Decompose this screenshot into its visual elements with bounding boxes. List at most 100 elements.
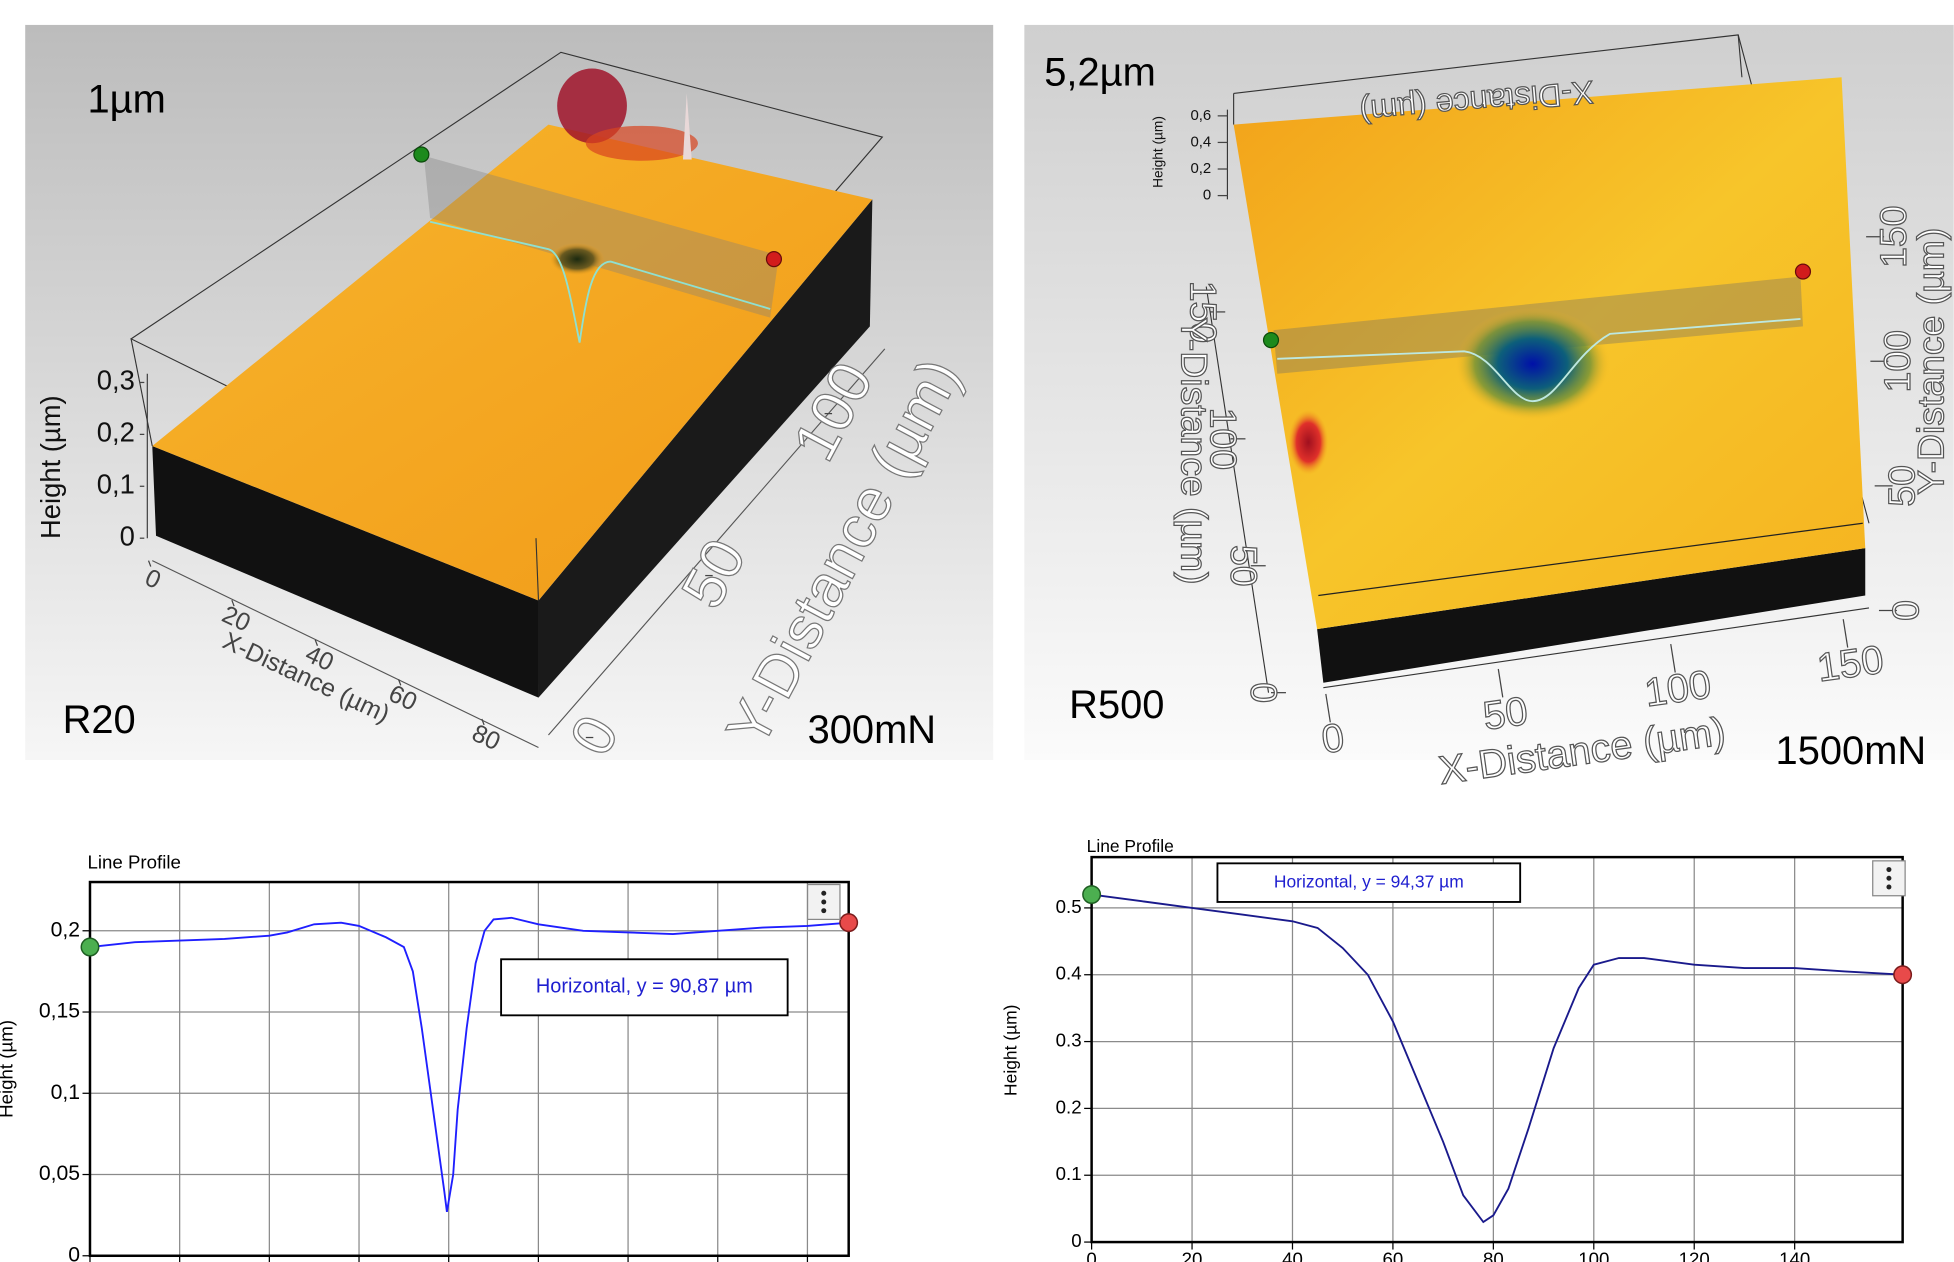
y-tick-label: 0 (1243, 682, 1285, 703)
axis-label: Y-Distance (µm) (1910, 228, 1952, 495)
axis-label: Y-Distance (µm) (1173, 317, 1215, 584)
y-tick-label: 0 (1885, 600, 1927, 621)
y-tick-label: 100 (1876, 330, 1918, 392)
y-tick-label: 50 (1223, 545, 1265, 587)
profile-end (1794, 263, 1812, 280)
z-tick-label: 0,2 (97, 417, 135, 448)
menu-dot (1886, 867, 1892, 873)
x-tick-label: 0 (1086, 1249, 1096, 1262)
pile-up (585, 125, 698, 161)
tick-mark (1842, 619, 1849, 648)
y-tick-label: 150 (1872, 206, 1914, 268)
indent (1455, 307, 1610, 420)
menu-dot (1886, 875, 1892, 881)
x-tick-label: 150 (1814, 638, 1886, 691)
x-axis (1323, 607, 1870, 689)
profile-start (413, 146, 430, 163)
profile-end (1893, 965, 1913, 985)
y-tick-label: 0.3 (1056, 1030, 1082, 1051)
x-tick-label: 120 (1679, 1249, 1710, 1262)
y-axis-label: Height (µm) (0, 1020, 17, 1118)
box-edge (1737, 34, 1743, 78)
box-edge (1318, 522, 1863, 597)
spike (682, 93, 692, 160)
profile-line (89, 916, 849, 1213)
x-tick-label: 100 (1578, 1249, 1609, 1262)
profile-end (839, 913, 859, 933)
y-tick-label: 0,1 (51, 1081, 80, 1104)
y-tick-label: 0.1 (1056, 1163, 1082, 1184)
plot-frame (1090, 855, 1904, 1244)
y-axis (1205, 286, 1270, 693)
z-tick-label: 0,2 (1190, 160, 1211, 177)
plot-frame (88, 880, 850, 1258)
section-line (1277, 317, 1801, 403)
x-tick-label: 100 (1642, 663, 1714, 716)
tick-mark (1497, 668, 1504, 698)
menu-dot (821, 899, 827, 905)
menu-dot (1886, 884, 1892, 890)
indent (549, 242, 605, 276)
tick-mark (314, 639, 319, 646)
tick-mark (231, 599, 235, 607)
y-axis-label: Height (µm) (1000, 1004, 1020, 1095)
menu-dot (821, 908, 827, 914)
y-tick-label: 0 (68, 1243, 80, 1262)
y-tick-label: 50 (1880, 465, 1922, 507)
annotation-box (1216, 862, 1522, 903)
surface-panel-right (1024, 24, 1954, 760)
annotation: 1500mN (1776, 729, 1927, 773)
menu-dot (821, 890, 827, 896)
profile-start (1082, 885, 1102, 905)
tick-mark (481, 718, 485, 726)
plot-area (1091, 857, 1903, 1243)
annotation: 1µm (87, 78, 165, 122)
menu-button[interactable] (806, 883, 841, 921)
y-tick-label: 100 (1203, 408, 1245, 470)
annotation: 300mN (808, 708, 937, 752)
y-tick-label: 0,15 (39, 1000, 80, 1023)
box-edge (130, 338, 153, 447)
z-tick-label: 0,3 (97, 365, 135, 396)
section-line (429, 220, 771, 343)
pile-up (557, 68, 627, 144)
block-side (1317, 548, 1866, 683)
x-tick-label: 20 (1182, 1249, 1203, 1262)
section-plane (423, 155, 779, 318)
block-side (538, 199, 873, 698)
menu-button[interactable] (1872, 860, 1906, 897)
pile-up (1288, 409, 1329, 475)
tick-mark (397, 679, 402, 686)
tick-mark (147, 560, 152, 567)
box-edge (535, 538, 540, 601)
tick-mark (1325, 693, 1331, 723)
surface (152, 124, 873, 601)
axis-label: Height (µm) (35, 395, 66, 539)
y-tick-label: 0,05 (39, 1162, 80, 1185)
annotation: R500 (1069, 683, 1164, 727)
x-tick-label: 40 (1282, 1249, 1303, 1262)
profile-start (1262, 332, 1280, 349)
y-tick-label: 0.2 (1056, 1096, 1082, 1117)
profile-line (1091, 893, 1903, 1224)
annotation: Horizontal, y = 90,87 µm (536, 976, 753, 998)
z-tick-label: 0 (1203, 187, 1211, 204)
profile-end (765, 251, 783, 268)
surface-panel-left (25, 24, 994, 760)
block-side (152, 445, 539, 698)
y-tick-label: 0.5 (1056, 896, 1082, 917)
chart-title: Line Profile (87, 851, 180, 872)
x-tick-label: 0 (1319, 715, 1347, 762)
annotation: 5,2µm (1044, 50, 1156, 94)
annotation: Horizontal, y = 94,37 µm (1274, 871, 1464, 891)
x-tick-label: 140 (1779, 1249, 1810, 1262)
tick-mark (1670, 643, 1676, 673)
z-tick-label: 0 (120, 520, 135, 551)
y-tick-label: 0 (1071, 1230, 1081, 1251)
x-tick-label: 50 (1480, 689, 1530, 739)
annotation-box (500, 958, 789, 1017)
y-tick-label: 150 (1182, 281, 1224, 343)
x-tick-label: 80 (1483, 1249, 1504, 1262)
